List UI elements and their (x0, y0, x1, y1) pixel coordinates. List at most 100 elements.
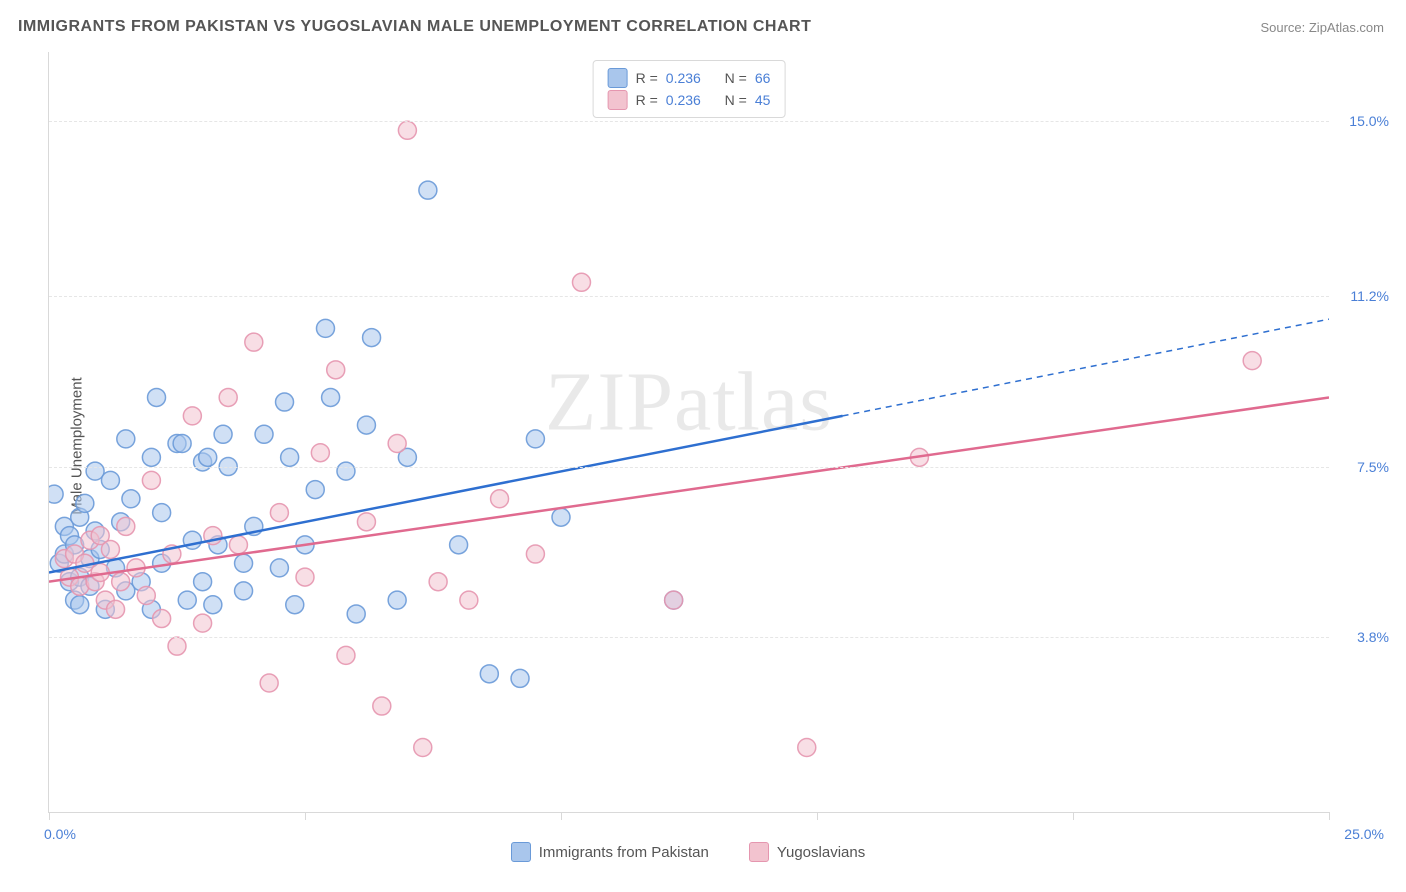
data-point-pakistan (281, 448, 299, 466)
x-tick (305, 812, 306, 820)
data-point-pakistan (255, 425, 273, 443)
data-point-yugoslavian (219, 388, 237, 406)
data-point-pakistan (235, 554, 253, 572)
data-point-pakistan (199, 448, 217, 466)
data-point-yugoslavian (429, 573, 447, 591)
data-point-yugoslavian (117, 517, 135, 535)
data-point-yugoslavian (460, 591, 478, 609)
data-point-yugoslavian (107, 600, 125, 618)
data-point-yugoslavian (327, 361, 345, 379)
legend-series: Immigrants from Pakistan Yugoslavians (48, 842, 1328, 862)
legend-item-yugoslavian: Yugoslavians (749, 842, 865, 862)
n-value-yugoslavian: 45 (755, 89, 771, 111)
data-point-pakistan (178, 591, 196, 609)
scatter-svg (49, 52, 1329, 812)
r-label: R = (636, 67, 658, 89)
gridline (49, 296, 1329, 297)
legend-stats-row-1: R = 0.236 N = 66 (608, 67, 771, 89)
data-point-yugoslavian (798, 739, 816, 757)
data-point-pakistan (526, 430, 544, 448)
data-point-pakistan (49, 485, 63, 503)
data-point-yugoslavian (194, 614, 212, 632)
data-point-yugoslavian (572, 273, 590, 291)
x-tick (1073, 812, 1074, 820)
plot-area: ZIPatlas R = 0.236 N = 66 R = 0.236 N = … (48, 52, 1329, 813)
data-point-yugoslavian (168, 637, 186, 655)
data-point-pakistan (270, 559, 288, 577)
data-point-pakistan (347, 605, 365, 623)
gridline (49, 467, 1329, 468)
gridline (49, 121, 1329, 122)
gridline (49, 637, 1329, 638)
data-point-yugoslavian (183, 407, 201, 425)
r-label: R = (636, 89, 658, 111)
data-point-pakistan (286, 596, 304, 614)
data-point-pakistan (235, 582, 253, 600)
n-label: N = (725, 67, 747, 89)
data-point-yugoslavian (414, 739, 432, 757)
data-point-pakistan (552, 508, 570, 526)
data-point-pakistan (142, 448, 160, 466)
x-max-label: 25.0% (1344, 826, 1384, 842)
data-point-yugoslavian (311, 444, 329, 462)
data-point-pakistan (276, 393, 294, 411)
data-point-yugoslavian (296, 568, 314, 586)
x-tick (817, 812, 818, 820)
data-point-pakistan (306, 481, 324, 499)
data-point-pakistan (148, 388, 166, 406)
data-point-yugoslavian (665, 591, 683, 609)
x-min-label: 0.0% (44, 826, 76, 842)
data-point-pakistan (76, 494, 94, 512)
x-tick (49, 812, 50, 820)
data-point-pakistan (117, 430, 135, 448)
y-tick-label: 15.0% (1349, 113, 1389, 129)
source-value: ZipAtlas.com (1309, 20, 1384, 35)
data-point-pakistan (71, 596, 89, 614)
data-point-pakistan (173, 435, 191, 453)
legend-swatch-pakistan (608, 68, 628, 88)
data-point-yugoslavian (373, 697, 391, 715)
data-point-yugoslavian (526, 545, 544, 563)
chart-container: IMMIGRANTS FROM PAKISTAN VS YUGOSLAVIAN … (0, 0, 1406, 892)
data-point-pakistan (450, 536, 468, 554)
data-point-yugoslavian (1243, 352, 1261, 370)
data-point-yugoslavian (260, 674, 278, 692)
data-point-yugoslavian (229, 536, 247, 554)
data-point-pakistan (204, 596, 222, 614)
data-point-pakistan (214, 425, 232, 443)
data-point-pakistan (316, 319, 334, 337)
n-value-pakistan: 66 (755, 67, 771, 89)
data-point-pakistan (194, 573, 212, 591)
data-point-pakistan (363, 329, 381, 347)
data-point-yugoslavian (101, 540, 119, 558)
regression-line-yugoslavian (49, 397, 1329, 581)
data-point-pakistan (101, 471, 119, 489)
data-point-yugoslavian (388, 435, 406, 453)
legend-stats: R = 0.236 N = 66 R = 0.236 N = 45 (593, 60, 786, 118)
legend-swatch-pakistan-bottom (511, 842, 531, 862)
data-point-yugoslavian (245, 333, 263, 351)
x-tick (1329, 812, 1330, 820)
data-point-yugoslavian (337, 646, 355, 664)
data-point-pakistan (122, 490, 140, 508)
n-label: N = (725, 89, 747, 111)
x-tick (561, 812, 562, 820)
legend-swatch-yugoslavian-bottom (749, 842, 769, 862)
y-tick-label: 7.5% (1357, 459, 1389, 475)
data-point-yugoslavian (491, 490, 509, 508)
legend-stats-row-2: R = 0.236 N = 45 (608, 89, 771, 111)
data-point-yugoslavian (357, 513, 375, 531)
data-point-yugoslavian (398, 121, 416, 139)
data-point-yugoslavian (153, 610, 171, 628)
source-prefix: Source: (1260, 20, 1308, 35)
data-point-yugoslavian (142, 471, 160, 489)
source-label: Source: ZipAtlas.com (1260, 20, 1384, 35)
r-value-pakistan: 0.236 (666, 67, 701, 89)
y-tick-label: 3.8% (1357, 629, 1389, 645)
data-point-pakistan (511, 669, 529, 687)
r-value-yugoslavian: 0.236 (666, 89, 701, 111)
chart-title: IMMIGRANTS FROM PAKISTAN VS YUGOSLAVIAN … (18, 18, 811, 36)
legend-label-yugoslavian: Yugoslavians (777, 844, 865, 861)
legend-item-pakistan: Immigrants from Pakistan (511, 842, 709, 862)
data-point-yugoslavian (137, 587, 155, 605)
